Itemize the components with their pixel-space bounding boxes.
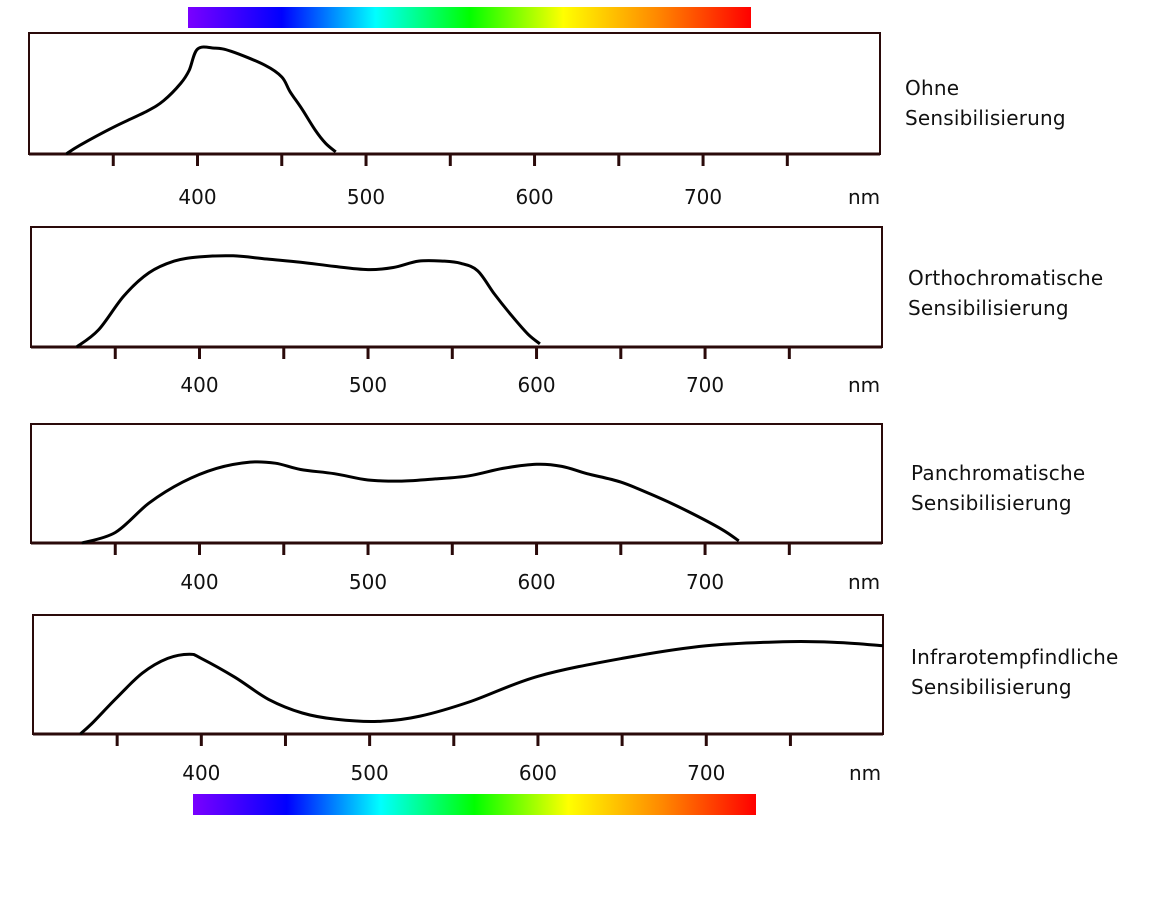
sensitivity-curve [65, 45, 337, 156]
label-line: Sensibilisierung [911, 675, 1072, 699]
panel-label-infrared: Infrarotempfindliche Sensibilisierung [911, 642, 1119, 702]
sensitivity-curve [81, 460, 740, 545]
label-line: Panchromatische [911, 461, 1086, 485]
x-tick-label: 400 [180, 373, 218, 397]
spectrum-panel: 400 500 600 700 nm [32, 614, 884, 785]
x-tick-label: 400 [182, 761, 220, 785]
x-tick-label: 500 [349, 373, 387, 397]
x-tick-label: 700 [686, 570, 724, 594]
top-color-bar [188, 7, 751, 28]
x-unit-label: nm [848, 570, 880, 594]
x-tick-label: 600 [519, 761, 557, 785]
x-tick-label: 400 [180, 570, 218, 594]
x-tick-label: 600 [515, 185, 553, 209]
spectrum-panel: 400 500 600 700 nm [30, 226, 883, 397]
spectrum-panel: 400 500 600 700 nm [28, 32, 881, 209]
x-tick-label: 700 [684, 185, 722, 209]
label-line: Sensibilisierung [908, 296, 1069, 320]
x-tick-label: 500 [351, 761, 389, 785]
x-tick-label: 600 [517, 570, 555, 594]
plot-frame [30, 226, 883, 348]
label-line: Sensibilisierung [911, 491, 1072, 515]
panel-label-ohne: Ohne Sensibilisierung [905, 73, 1066, 133]
plot-frame [30, 423, 883, 544]
sensitivity-curve [75, 254, 541, 349]
x-unit-label: nm [848, 373, 880, 397]
plot-frame [28, 32, 881, 155]
sensitivity-curve [79, 639, 884, 736]
x-tick-label: 600 [517, 373, 555, 397]
label-line: Ohne [905, 76, 960, 100]
label-line: Orthochromatische [908, 266, 1104, 290]
x-unit-label: nm [848, 185, 880, 209]
bottom-color-bar [193, 794, 756, 815]
x-tick-label: 700 [687, 761, 725, 785]
x-unit-label: nm [849, 761, 881, 785]
panel-label-orthochromatic: Orthochromatische Sensibilisierung [908, 263, 1103, 323]
x-tick-label: 500 [349, 570, 387, 594]
label-line: Infrarotempfindliche [911, 645, 1119, 669]
plot-frame [32, 614, 884, 735]
x-tick-label: 400 [178, 185, 216, 209]
label-line: Sensibilisierung [905, 106, 1066, 130]
x-tick-label: 700 [686, 373, 724, 397]
spectrum-panel: 400 500 600 700 nm [30, 423, 883, 594]
x-tick-label: 500 [347, 185, 385, 209]
panel-label-panchromatic: Panchromatische Sensibilisierung [911, 458, 1085, 518]
